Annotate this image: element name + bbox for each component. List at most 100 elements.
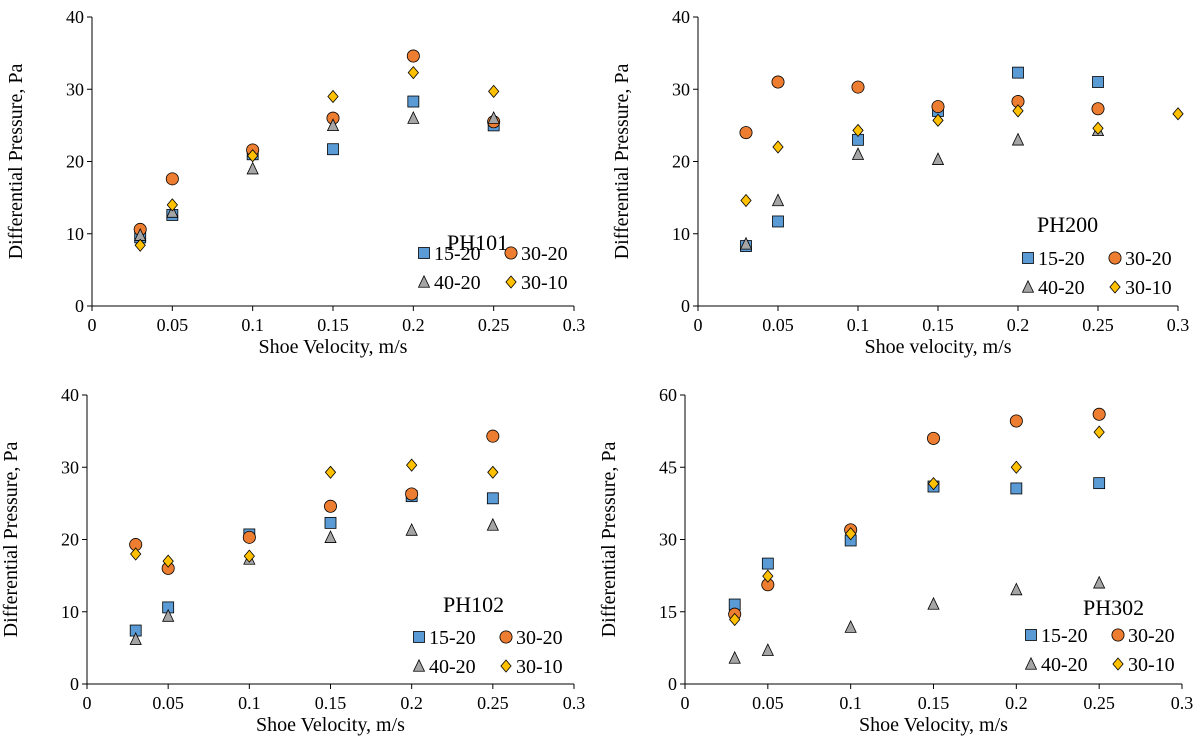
legend-label: 30-10 (1128, 654, 1175, 676)
data-point-30-20 (486, 429, 500, 443)
data-point-40-20 (771, 193, 785, 207)
y-tick-label: 20 (66, 152, 84, 172)
data-point-30-10 (406, 458, 418, 472)
data-point-15-20 (327, 143, 339, 156)
x-tick-label: 0.05 (752, 693, 784, 713)
data-point-30-20 (1091, 102, 1105, 116)
x-tick-label: 0.2 (1007, 315, 1030, 335)
y-tick-label: 0 (75, 296, 84, 316)
legend-label: 15-20 (429, 627, 476, 649)
legend-marker-40-20 (1024, 656, 1038, 670)
panel-ph200: 0 10 20 30 40 0 0.05 0.1 0.15 0.2 0.25 0.3 Shoe velo… (611, 7, 1189, 358)
data-point-30-20 (323, 499, 337, 513)
legend-label: 40-20 (1038, 277, 1085, 299)
data-point-15-20 (1010, 482, 1023, 495)
y-tick-label: 20 (672, 152, 690, 172)
data-point-30-10 (762, 569, 774, 583)
legend-marker-40-20 (417, 274, 431, 288)
legend-label: 30-10 (1125, 277, 1172, 299)
data-point-40-20 (851, 147, 865, 160)
data-point-30-10 (1172, 107, 1184, 121)
data-point-30-20 (405, 487, 419, 501)
legend-marker-15-20 (1025, 629, 1037, 641)
data-point-15-20 (324, 516, 337, 529)
data-point-40-20 (405, 522, 418, 536)
data-point-40-20 (324, 530, 337, 543)
x-tick-label: 0.15 (918, 693, 950, 713)
data-point-30-10 (772, 140, 784, 154)
legend: 15-20 30-20 40-20 30-10 (412, 627, 563, 678)
data-point-15-20 (1092, 76, 1104, 88)
data-point-15-20 (407, 95, 420, 108)
legend-label: 40-20 (1041, 654, 1088, 676)
x-tick-label: 0 (694, 315, 703, 335)
data-point-15-20 (761, 557, 774, 570)
data-point-30-20 (739, 126, 753, 140)
data-point-30-10 (740, 193, 752, 208)
legend-marker-30-10 (500, 659, 512, 673)
legend-marker-30-20 (504, 246, 518, 260)
data-point-30-20 (406, 49, 420, 63)
data-point-30-10 (932, 113, 944, 127)
data-point-30-20 (242, 530, 256, 544)
data-point-30-10 (927, 477, 940, 491)
legend-marker-40-20 (1021, 279, 1035, 293)
legend-label: 15-20 (1041, 625, 1088, 647)
y-tick-label: 60 (659, 385, 677, 405)
legend-label: 30-10 (521, 272, 568, 294)
chart-title: PH200 (1037, 212, 1098, 237)
data-point-40-20 (246, 161, 259, 175)
data-point-40-20 (129, 632, 142, 645)
data-point-30-10 (487, 465, 499, 479)
legend: 15-20 30-20 40-20 30-10 (1021, 248, 1172, 299)
chart-title: PH302 (1083, 595, 1144, 620)
data-point-40-20 (1010, 582, 1023, 596)
data-point-40-20 (931, 152, 945, 165)
y-tick-label: 30 (61, 457, 79, 477)
legend-label: 30-10 (516, 656, 563, 678)
data-point-30-10 (852, 123, 864, 138)
data-point-15-20 (772, 215, 784, 228)
data-point-30-10 (729, 612, 741, 627)
y-tick-label: 30 (66, 79, 84, 99)
legend-marker-30-10 (1112, 657, 1124, 671)
data-point-40-20 (761, 643, 774, 656)
y-tick-label: 40 (672, 7, 690, 27)
legend-marker-15-20 (418, 247, 430, 259)
x-tick-label: 0.15 (317, 315, 349, 335)
x-tick-label: 0 (681, 693, 690, 713)
x-axis-title: Shoe Velocity, m/s (259, 336, 408, 358)
panel-ph102: 0 10 20 30 40 0 0.05 0.1 0.15 0.2 0.25 0.3 Shoe Velo… (0, 385, 585, 736)
data-point-30-10 (166, 198, 178, 212)
x-tick-label: 0.25 (1083, 693, 1115, 713)
data-point-30-20 (927, 431, 941, 445)
data-point-30-10 (324, 465, 337, 479)
x-tick-label: 0.3 (563, 693, 586, 713)
data-point-30-10 (134, 238, 146, 252)
data-point-40-20 (162, 608, 175, 622)
y-tick-label: 0 (668, 674, 677, 694)
legend-marker-30-20 (1111, 628, 1125, 642)
y-tick-label: 40 (61, 385, 79, 405)
x-tick-label: 0.05 (152, 693, 184, 713)
data-point-30-10 (1010, 460, 1022, 474)
x-tick-label: 0.1 (241, 315, 264, 335)
data-point-15-20 (486, 492, 499, 505)
data-point-30-20 (931, 100, 945, 114)
data-point-40-20 (486, 517, 499, 531)
data-point-40-20 (739, 236, 753, 250)
data-point-30-20 (1092, 407, 1106, 421)
legend: 15-20 30-20 40-20 30-10 (1024, 625, 1175, 676)
legend-marker-30-10 (1109, 280, 1121, 294)
y-tick-label: 15 (659, 602, 677, 622)
data-point-40-20 (1011, 132, 1025, 146)
y-tick-label: 0 (70, 674, 79, 694)
x-tick-label: 0.15 (922, 315, 954, 335)
data-point-30-10 (407, 66, 419, 80)
x-tick-label: 0.05 (762, 315, 794, 335)
x-tick-label: 0.3 (1167, 315, 1190, 335)
x-tick-label: 0.15 (315, 693, 347, 713)
x-tick-label: 0.1 (238, 693, 261, 713)
x-tick-label: 0.2 (1005, 693, 1028, 713)
